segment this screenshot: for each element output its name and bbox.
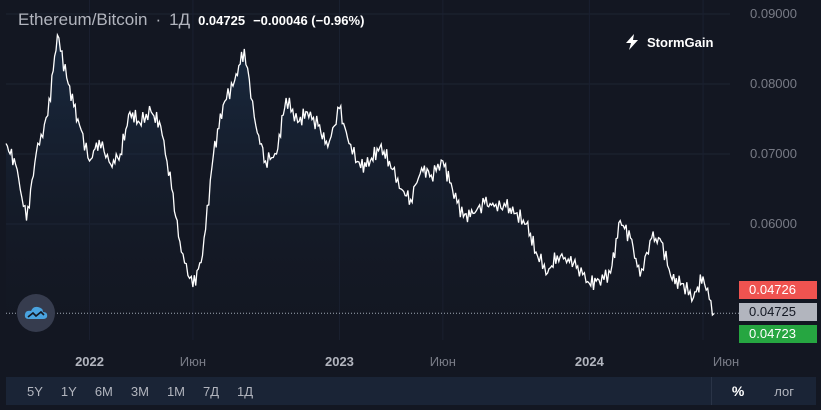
range-1y-button[interactable]: 1Y [60,383,77,399]
percent-scale-button[interactable]: % [731,383,745,399]
price-area [6,35,714,340]
chart-legend: Ethereum/Bitcoin · 1Д 0.04725 −0.00046 (… [18,10,364,32]
price-line [5,32,715,317]
range-1d-button[interactable]: 1Д [237,383,254,399]
x-tick-label: 2023 [325,354,354,369]
price-tag-last: 0.04725 [739,303,817,321]
range-1m-button[interactable]: 1M [166,383,185,399]
lightning-bolt-icon [626,34,638,50]
price-tag-high: 0.04726 [739,281,817,299]
range-toolbar: 5Y 1Y 6M 3M 1M 7Д 1Д % лог [6,377,816,405]
separator-dot: · [155,10,162,29]
watermark-badge[interactable] [17,294,55,332]
range-3m-button[interactable]: 3M [130,383,149,399]
price-tag-low: 0.04723 [739,325,817,343]
y-tick-label: 0.06000 [750,216,797,231]
x-tick-label: Июн [180,354,206,369]
timeframe-label: 1Д [169,10,191,29]
x-tick-label: Июн [430,354,456,369]
symbol-name: Ethereum/Bitcoin [18,10,148,29]
stormgain-logo: StormGain [623,33,713,51]
brand-name: StormGain [647,34,714,50]
log-scale-button[interactable]: лог [774,383,794,399]
y-tick-label: 0.09000 [750,6,797,21]
toolbar-divider [711,377,712,405]
y-tick-label: 0.08000 [750,76,797,91]
range-6m-button[interactable]: 6M [94,383,113,399]
x-tick-label: 2024 [575,354,605,369]
last-value: 0.04725 [198,13,246,28]
y-tick-label: 0.07000 [750,146,797,161]
change-value: −0.00046 (−0.96%) [253,13,365,28]
range-5y-button[interactable]: 5Y [27,383,43,399]
x-tick-label: 2022 [75,354,104,369]
x-tick-label: Июн [713,354,739,369]
cloud-chart-icon [24,306,48,319]
range-7d-button[interactable]: 7Д [203,383,220,399]
